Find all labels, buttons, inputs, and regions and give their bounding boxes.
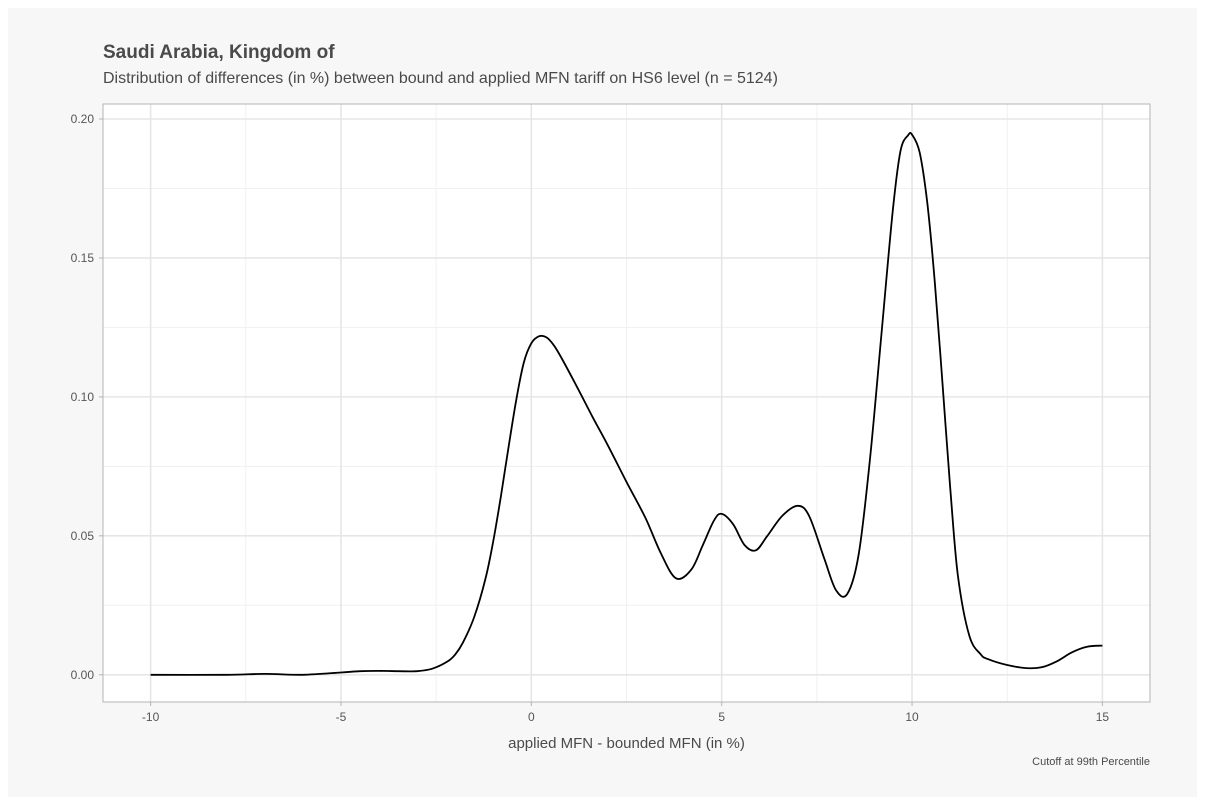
x-tick-label: 0	[528, 710, 535, 724]
panel-border	[102, 103, 1151, 703]
x-tick-label: 10	[905, 710, 919, 724]
x-tick-label: 15	[1096, 710, 1110, 724]
x-tick-label: -10	[142, 710, 160, 724]
y-tick-label: 0.15	[71, 251, 95, 265]
density-line	[150, 131, 1103, 676]
chart-subtitle: Distribution of differences (in %) betwe…	[103, 70, 778, 87]
x-tick-label: 5	[718, 710, 725, 724]
chart-title: Saudi Arabia, Kingdom of	[103, 42, 335, 63]
x-axis-title: applied MFN - bounded MFN (in %)	[508, 735, 745, 752]
chart-caption: Cutoff at 99th Percentile	[1032, 756, 1150, 768]
y-tick-label: 0.20	[71, 112, 95, 126]
x-tick-label: -5	[336, 710, 347, 724]
y-tick-label: 0.10	[71, 390, 95, 404]
y-tick-label: 0.00	[71, 668, 95, 682]
y-tick-label: 0.05	[71, 529, 95, 543]
